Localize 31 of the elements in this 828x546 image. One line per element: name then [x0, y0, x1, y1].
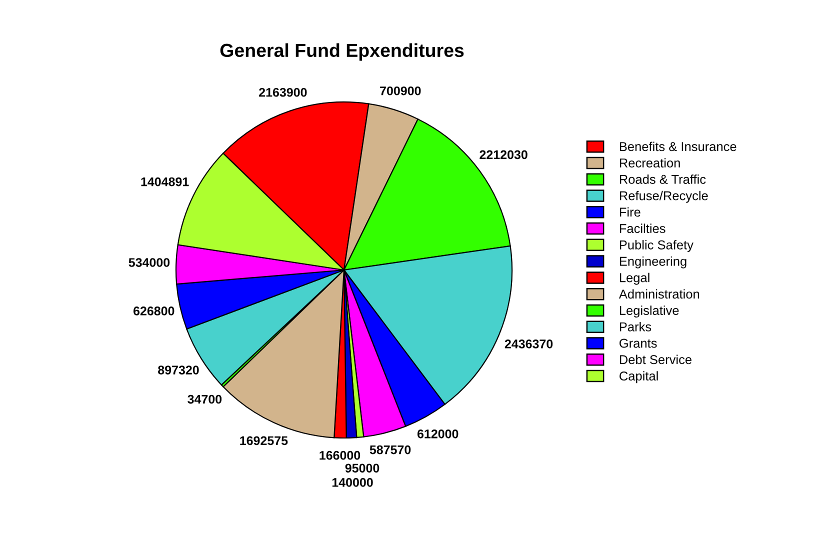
legend-label: Recreation: [620, 158, 680, 168]
data-label: 2436370: [504, 340, 553, 348]
data-label: 166000: [320, 450, 360, 460]
data-label: 897320: [158, 366, 199, 374]
data-label: 626800: [133, 306, 174, 316]
data-label: 95000: [345, 464, 380, 473]
data-label: 34700: [188, 394, 222, 404]
data-label: 140000: [332, 478, 373, 487]
data-label: 587570: [370, 445, 411, 454]
legend-label: Administration: [618, 289, 700, 299]
chart-title: General Fund Epxenditures: [220, 43, 464, 61]
legend-label: Grants: [620, 338, 657, 348]
legend-label: Public Safety: [620, 240, 694, 252]
legend-label: Refuse/Recycle: [620, 190, 708, 203]
data-label: 534000: [128, 258, 170, 267]
legend-label: Debt Service: [620, 354, 692, 364]
data-label: 1404891: [141, 177, 189, 186]
legend-label: Legal: [620, 272, 650, 285]
data-label: 612000: [417, 429, 458, 438]
data-label: 2163900: [259, 88, 307, 97]
data-label: 700900: [380, 86, 421, 96]
data-label: 2212030: [480, 150, 528, 160]
legend-label: Facilties: [620, 224, 666, 234]
legend-label: Engineering: [620, 256, 686, 268]
legend-label: Benefits & Insurance: [620, 142, 736, 152]
legend-label: Fire: [620, 207, 640, 217]
legend-label: Roads & Traffic: [620, 174, 706, 184]
legend-label: Legislative: [620, 306, 679, 318]
data-label: 1692575: [240, 436, 288, 446]
legend-label: Capital: [620, 371, 658, 384]
legend-label: Parks: [620, 322, 652, 332]
